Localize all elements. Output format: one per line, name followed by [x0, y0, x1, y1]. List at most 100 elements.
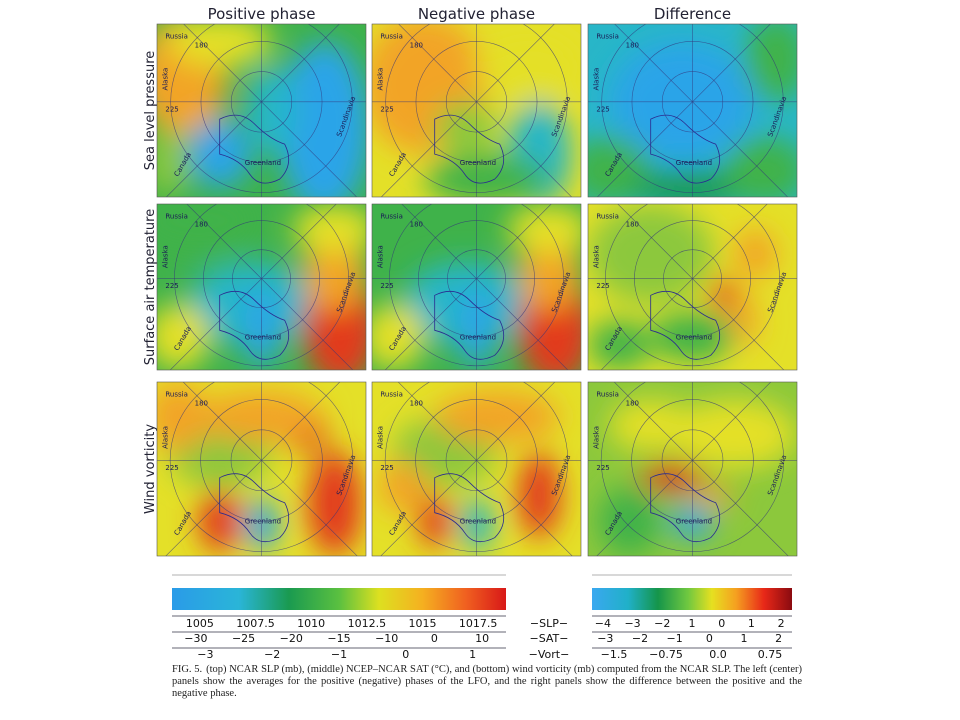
colorbar-label: 1: [469, 648, 476, 660]
map-label: Greenland: [460, 333, 496, 341]
column-header: Negative phase: [418, 5, 535, 23]
colorbar-label: −1: [331, 648, 347, 660]
panel-border: [156, 203, 367, 371]
colorbar-label: −15: [327, 632, 350, 645]
coastline: [434, 473, 505, 543]
meridian: [384, 278, 477, 370]
coastline: [434, 290, 505, 360]
map-label: 180: [410, 399, 423, 407]
map-label: Greenland: [460, 518, 496, 526]
meridian: [476, 460, 573, 556]
field-blob: [734, 228, 777, 279]
colorbar-label: 1007.5: [236, 617, 275, 630]
colorbar-label: 1015: [409, 617, 437, 630]
caption-label: FIG. 5.: [172, 664, 203, 675]
meridian: [692, 460, 789, 556]
map-blobs: [378, 390, 561, 551]
map-label: 225: [596, 282, 609, 290]
map-label: 180: [410, 221, 423, 229]
field-blob: [692, 484, 735, 506]
panel-border: [371, 381, 582, 557]
field-blob: [167, 24, 272, 68]
meridian: [613, 382, 693, 461]
row-label: Surface air temperature: [143, 209, 158, 365]
colorbar-label: −0.75: [649, 648, 683, 660]
coastline: [219, 114, 290, 184]
field-blob: [198, 489, 241, 553]
map-label: Russia: [596, 391, 619, 399]
map-label: 225: [165, 105, 178, 113]
map-label: Russia: [596, 33, 619, 41]
field-blob: [723, 136, 797, 197]
colorbar-variable: −SAT−: [529, 632, 568, 645]
field-blob: [378, 460, 429, 513]
map-label: Greenland: [676, 159, 712, 167]
colorbar-label: 1010: [297, 617, 325, 630]
colorbar-label: −30: [184, 632, 207, 645]
meridian: [261, 204, 337, 279]
field-blob: [417, 495, 452, 548]
meridian: [186, 204, 262, 279]
field-blob: [434, 390, 561, 443]
map-label: Alaska: [592, 68, 600, 91]
field-blob: [434, 101, 498, 154]
panel-border: [587, 381, 798, 557]
field-blob: [732, 295, 758, 346]
map-label: 225: [596, 464, 609, 472]
meridian: [596, 101, 693, 197]
map-label: Russia: [380, 212, 403, 220]
map-label: Greenland: [245, 518, 281, 526]
caption-text: (top) NCAR SLP (mb), (middle) NCEP–NCAR …: [172, 664, 803, 699]
meridian: [476, 278, 569, 370]
map-label: Russia: [596, 212, 619, 220]
map-label: Alaska: [592, 426, 600, 449]
map-label: Russia: [165, 391, 188, 399]
colorbar-label: 0: [706, 632, 713, 645]
field-blob: [278, 41, 366, 197]
column-header: Positive phase: [208, 5, 316, 23]
meridian: [476, 24, 555, 103]
colorbar-label: −10: [375, 632, 398, 645]
map-label: Russia: [165, 212, 188, 220]
colorbar-label: 1: [748, 617, 755, 630]
field-blob: [292, 204, 366, 254]
panel-border: [587, 23, 798, 198]
field-blob: [246, 67, 298, 154]
map-label: Alaska: [376, 245, 384, 268]
colorbar: [172, 588, 506, 610]
meridian: [692, 204, 768, 279]
map-label: Alaska: [376, 426, 384, 449]
colorbar-label: 1: [741, 632, 748, 645]
meridian: [476, 204, 552, 279]
colorbar-label: 10: [475, 632, 489, 645]
coastline: [650, 290, 721, 360]
meridian: [182, 382, 262, 461]
map-label: 180: [195, 399, 208, 407]
colorbar-label: 1017.5: [459, 617, 498, 630]
map-blobs: [588, 204, 777, 370]
colorbar-label: −1.5: [601, 648, 628, 660]
map-label: Alaska: [161, 426, 169, 449]
field-blob: [157, 382, 210, 452]
map-blobs: [372, 24, 581, 197]
meridian: [596, 460, 693, 556]
colorbar-label: 2: [775, 632, 782, 645]
colorbar-label: −3: [197, 648, 213, 660]
map-label: 180: [195, 41, 208, 49]
caption: FIG. 5. (top) NCAR SLP (mb), (middle) NCE…: [172, 664, 802, 700]
colorbar-variable: −SLP−: [530, 617, 568, 630]
meridian: [398, 24, 477, 103]
map-label: 180: [626, 399, 639, 407]
map-label: Alaska: [161, 245, 169, 268]
meridian: [261, 382, 341, 461]
meridian: [692, 382, 772, 461]
field-blob: [598, 486, 662, 556]
